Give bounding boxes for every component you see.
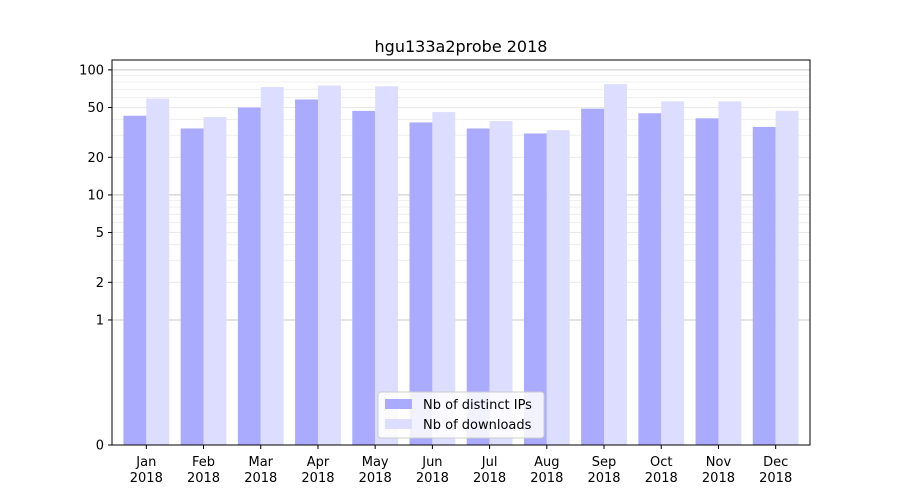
bar bbox=[352, 110, 376, 445]
bar bbox=[695, 118, 719, 445]
x-tick-label: May 2018 bbox=[359, 455, 392, 486]
y-tick-label: 1 bbox=[96, 313, 104, 328]
bar bbox=[775, 110, 799, 445]
bar bbox=[375, 86, 399, 445]
bar bbox=[123, 115, 147, 445]
bar bbox=[295, 99, 318, 446]
bar bbox=[146, 98, 170, 446]
x-tick-label: Feb 2018 bbox=[187, 455, 220, 486]
y-tick-label: 0 bbox=[96, 439, 104, 454]
x-tick-label: Apr 2018 bbox=[301, 455, 334, 486]
legend: Nb of distinct IPs Nb of downloads bbox=[377, 391, 545, 439]
legend-box bbox=[377, 391, 545, 439]
x-tick-label: Aug 2018 bbox=[530, 455, 563, 486]
legend-swatch bbox=[385, 419, 412, 429]
bar bbox=[466, 128, 490, 445]
bar bbox=[752, 126, 776, 446]
bar bbox=[203, 117, 227, 445]
x-tick-label: Mar 2018 bbox=[244, 455, 277, 486]
grid-lines bbox=[112, 69, 810, 321]
bar bbox=[604, 84, 627, 446]
x-tick-label: Nov 2018 bbox=[702, 455, 735, 486]
legend-swatch bbox=[385, 399, 412, 409]
x-tick-label: Jul 2018 bbox=[473, 455, 506, 486]
x-tick-label: Jun 2018 bbox=[416, 455, 449, 486]
bar bbox=[409, 122, 433, 445]
x-tick-label: Sep 2018 bbox=[587, 455, 620, 486]
y-tick-label: 100 bbox=[79, 63, 104, 78]
bars bbox=[123, 84, 799, 446]
y-axis: 0 1 2 5 10 20 50 100 bbox=[79, 63, 112, 454]
bar bbox=[180, 128, 204, 445]
x-tick-label: Dec 2018 bbox=[759, 455, 792, 486]
y-tick-label: 2 bbox=[96, 276, 104, 291]
bar bbox=[718, 101, 742, 445]
bar bbox=[581, 108, 605, 445]
x-axis: Jan 2018 Feb 2018 Mar 2018 Apr 2018 May 2018 Jun 20… bbox=[130, 445, 792, 486]
bar bbox=[546, 130, 570, 445]
bar bbox=[432, 112, 456, 445]
bar bbox=[317, 85, 341, 445]
bar bbox=[523, 133, 547, 445]
y-tick-label: 50 bbox=[87, 101, 104, 116]
y-tick-label: 5 bbox=[96, 226, 104, 241]
bar bbox=[638, 113, 662, 445]
legend-label: Nb of distinct IPs bbox=[423, 398, 532, 413]
y-tick-label: 10 bbox=[87, 188, 104, 203]
bar bbox=[661, 101, 685, 445]
chart-title: hgu133a2probe 2018 bbox=[375, 37, 548, 56]
bar bbox=[237, 107, 261, 446]
x-tick-label: Oct 2018 bbox=[645, 455, 678, 486]
y-tick-label: 20 bbox=[87, 151, 104, 166]
plot-frame bbox=[111, 59, 811, 446]
bar bbox=[260, 86, 284, 445]
legend-label: Nb of downloads bbox=[423, 418, 532, 433]
bar bbox=[489, 121, 513, 446]
x-tick-label: Jan 2018 bbox=[130, 455, 163, 486]
